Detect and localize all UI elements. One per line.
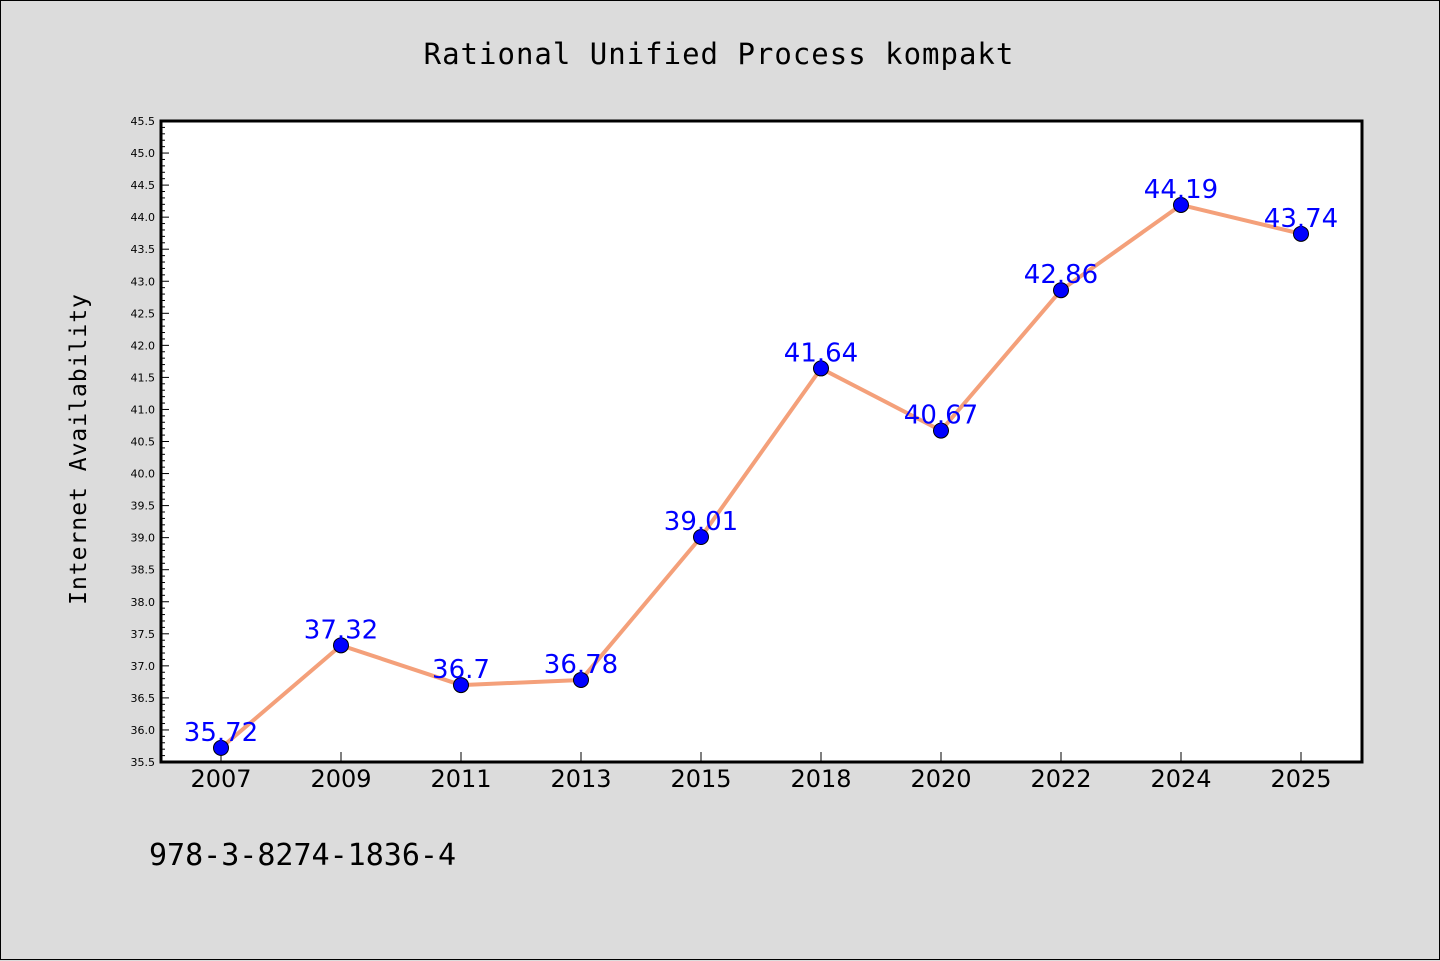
y-tick-label: 45.5 [131, 115, 156, 128]
x-tick-label: 2025 [1270, 765, 1331, 793]
x-axis-ticks: 2007 2009 2011 2013 2015 2018 2020 2022 2024 2025 [190, 752, 1332, 793]
data-label: 44.19 [1144, 175, 1218, 205]
x-tick-label: 2011 [430, 765, 491, 793]
y-tick-label: 38.0 [131, 596, 156, 609]
y-tick-label: 45.0 [131, 147, 156, 160]
data-point [933, 422, 949, 439]
x-tick-label: 2007 [190, 765, 251, 793]
x-tick-label: 2018 [790, 765, 851, 793]
data-label: 36.7 [432, 655, 490, 685]
y-tick-label: 44.0 [131, 211, 156, 224]
y-tick-label: 39.5 [131, 500, 156, 513]
data-point [333, 637, 349, 654]
data-label: 40.67 [904, 401, 978, 431]
data-label: 37.32 [304, 615, 378, 645]
data-label: 39.01 [664, 507, 738, 537]
x-tick-label: 2009 [310, 765, 371, 793]
y-tick-label: 37.0 [131, 660, 156, 673]
data-point [693, 529, 709, 546]
series-line [219, 202, 1303, 750]
data-point [1173, 196, 1189, 213]
y-tick-label: 39.0 [131, 532, 156, 545]
x-tick-label: 2024 [1150, 765, 1211, 793]
x-tick-label: 2022 [1030, 765, 1091, 793]
y-tick-label: 41.5 [131, 371, 156, 384]
chart-title: Rational Unified Process kompakt [424, 37, 1015, 71]
data-point [213, 739, 229, 756]
y-tick-label: 40.0 [131, 468, 156, 481]
data-point [1053, 282, 1069, 299]
y-tick-label: 35.5 [131, 756, 156, 769]
x-tick-label: 2015 [670, 765, 731, 793]
data-point [573, 671, 589, 688]
x-tick-label: 2013 [550, 765, 611, 793]
y-tick-label: 37.5 [131, 628, 156, 641]
y-tick-label: 41.0 [131, 403, 156, 416]
data-point [453, 677, 469, 694]
y-tick-label: 43.0 [131, 275, 156, 288]
plot-area [159, 119, 1364, 764]
data-point [1293, 225, 1309, 242]
data-label: 35.72 [184, 718, 258, 748]
series-group: 35.72 37.32 36.7 36.78 39.01 41.64 40.67 42.86 4… [184, 175, 1338, 756]
data-label: 41.64 [784, 338, 858, 368]
data-point [813, 360, 829, 377]
data-label: 36.78 [544, 650, 618, 680]
y-tick-label: 42.5 [131, 307, 156, 320]
y-tick-label: 40.5 [131, 436, 156, 449]
x-tick-label: 2020 [910, 765, 971, 793]
y-axis-label: Internet Availability [66, 293, 92, 605]
y-tick-label: 42.0 [131, 339, 156, 352]
y-tick-label: 43.5 [131, 243, 156, 256]
footer-isbn: 978-3-8274-1836-4 [149, 838, 456, 873]
y-tick-label: 36.0 [131, 724, 156, 737]
y-tick-label: 36.5 [131, 692, 156, 705]
data-label: 42.86 [1024, 260, 1098, 290]
y-tick-label: 44.5 [131, 179, 156, 192]
y-tick-label: 38.5 [131, 564, 156, 577]
y-axis-ticks: 35.5 36.0 36.5 37.0 37.5 38.0 38.5 39.0 39.5 40.0… [131, 115, 169, 769]
data-label: 43.74 [1264, 204, 1338, 234]
